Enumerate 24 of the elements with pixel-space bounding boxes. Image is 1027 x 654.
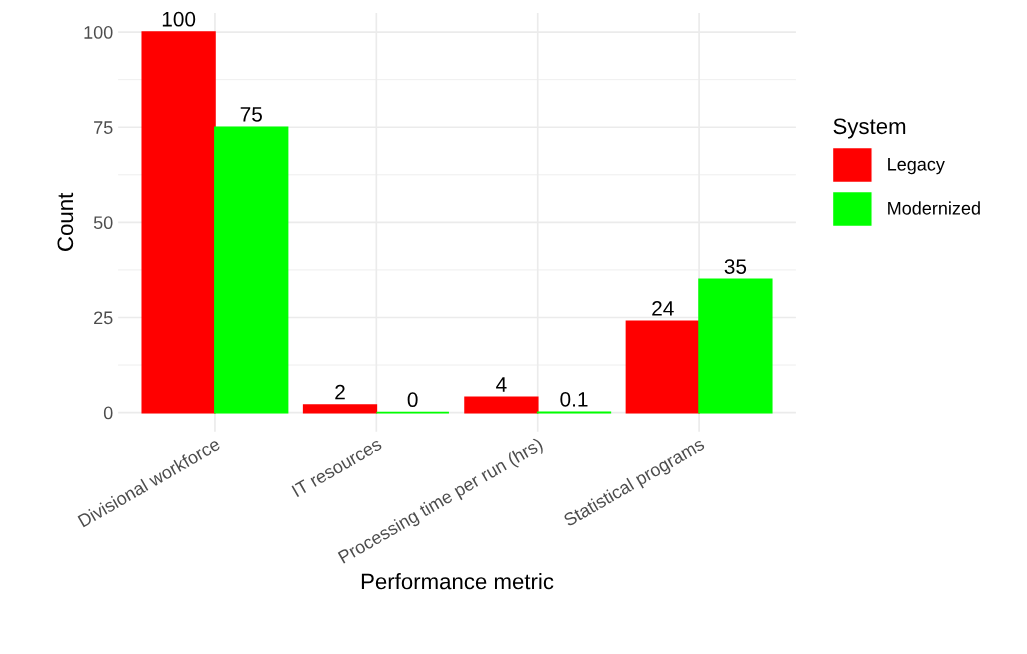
y-tick-label: 75 xyxy=(94,121,113,134)
data-label: 0 xyxy=(407,392,418,408)
bar xyxy=(141,31,216,414)
y-tick-label: 50 xyxy=(93,216,113,230)
legend-label: Modernized xyxy=(888,201,980,215)
data-label: 100 xyxy=(162,11,196,27)
bar xyxy=(464,396,539,414)
bar xyxy=(698,278,773,414)
legend-label: Legacy xyxy=(888,158,945,175)
data-label: 24 xyxy=(652,301,674,316)
data-label: 4 xyxy=(496,377,507,392)
y-tick-label: 0 xyxy=(103,406,113,420)
legend-title: System xyxy=(833,118,906,139)
y-tick-label: 100 xyxy=(84,26,113,39)
y-tick-label: 25 xyxy=(94,311,113,325)
y-axis-title: Count xyxy=(57,192,74,251)
x-axis-title: Performance metric xyxy=(361,573,554,590)
bar xyxy=(214,126,289,414)
bar xyxy=(625,320,700,414)
data-label: 75 xyxy=(240,107,262,122)
bar xyxy=(302,404,378,414)
data-label: 0.1 xyxy=(560,391,588,407)
data-label: 35 xyxy=(724,259,747,274)
data-label: 2 xyxy=(335,384,345,400)
